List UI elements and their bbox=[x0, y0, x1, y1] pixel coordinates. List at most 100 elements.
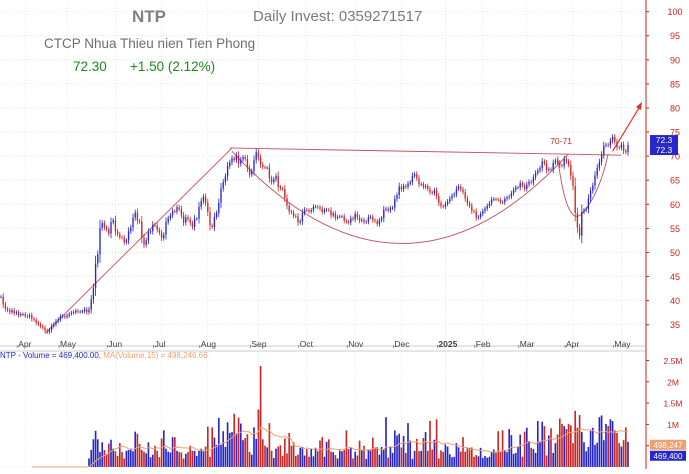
candle-body bbox=[216, 213, 217, 217]
volume-tick-label: 2.5M bbox=[664, 356, 683, 366]
candle-body bbox=[53, 324, 54, 326]
candle-body bbox=[174, 211, 175, 212]
candle-body bbox=[104, 223, 105, 227]
candle-body bbox=[196, 219, 197, 220]
price-tick-label: 95 bbox=[670, 31, 680, 41]
volume-bar bbox=[97, 439, 99, 467]
volume-bar bbox=[420, 451, 422, 467]
volume-bar bbox=[561, 424, 563, 467]
volume-bar bbox=[220, 445, 222, 467]
volume-bar bbox=[106, 454, 108, 467]
candle-body bbox=[227, 166, 228, 176]
volume-bar bbox=[418, 451, 420, 467]
candle-body bbox=[460, 186, 461, 189]
candle-body bbox=[407, 184, 408, 187]
candle-body bbox=[170, 215, 171, 218]
candle-body bbox=[416, 174, 417, 178]
candle-body bbox=[550, 169, 551, 170]
candle-body bbox=[88, 309, 89, 312]
candle-body bbox=[66, 316, 67, 317]
candle-body bbox=[361, 220, 362, 221]
candle-body bbox=[187, 217, 188, 219]
volume-bar bbox=[482, 458, 484, 467]
volume-bar bbox=[524, 432, 526, 467]
volume-bar bbox=[134, 432, 136, 467]
volume-bar bbox=[123, 458, 125, 467]
volume-bar bbox=[176, 451, 178, 467]
candle-body bbox=[425, 186, 426, 187]
candle-body bbox=[181, 209, 182, 215]
volume-bar bbox=[621, 447, 623, 467]
volume-bar bbox=[121, 452, 123, 467]
candle-body bbox=[401, 186, 402, 189]
volume-bar bbox=[132, 451, 134, 467]
volume-bar bbox=[319, 441, 321, 467]
volume-bar bbox=[405, 453, 407, 467]
candle-body bbox=[143, 238, 144, 245]
candle-body bbox=[346, 221, 347, 222]
candle-body bbox=[297, 216, 298, 222]
volume-bar bbox=[282, 456, 284, 467]
candle-body bbox=[300, 221, 301, 222]
candle-body bbox=[359, 217, 360, 220]
candle-body bbox=[306, 210, 307, 211]
volume-bar bbox=[262, 439, 264, 467]
candle-body bbox=[311, 210, 312, 211]
volume-bar bbox=[572, 443, 574, 467]
volume-bar bbox=[359, 441, 361, 467]
volume-bar bbox=[330, 452, 332, 467]
candle-body bbox=[240, 160, 241, 164]
volume-bar bbox=[618, 443, 620, 467]
price-tick-label: 50 bbox=[670, 248, 680, 258]
candle-body bbox=[302, 213, 303, 221]
volume-bar bbox=[436, 419, 438, 467]
volume-bar bbox=[350, 447, 352, 467]
ticker-title: NTP bbox=[132, 7, 166, 26]
candle-body bbox=[603, 146, 604, 155]
candle-body bbox=[207, 203, 208, 212]
candle-body bbox=[82, 311, 83, 312]
candle-body bbox=[544, 161, 545, 163]
candle-body bbox=[542, 161, 543, 168]
candle-body bbox=[150, 231, 151, 232]
volume-bar bbox=[599, 417, 601, 467]
candle-body bbox=[40, 324, 41, 326]
candle-body bbox=[260, 158, 261, 165]
candle-body bbox=[597, 168, 598, 176]
price-tick-label: 90 bbox=[670, 55, 680, 65]
candle-body bbox=[374, 220, 375, 221]
candle-body bbox=[282, 188, 283, 189]
candle-body bbox=[335, 213, 336, 217]
volume-bar bbox=[181, 453, 183, 467]
candle-body bbox=[218, 203, 219, 213]
volume-bar bbox=[495, 452, 497, 467]
volume-bar bbox=[396, 435, 398, 467]
volume-bar bbox=[526, 428, 528, 467]
volume-bar bbox=[533, 449, 535, 467]
candle-body bbox=[108, 229, 109, 233]
candle-body bbox=[366, 222, 367, 223]
volume-bar bbox=[264, 446, 266, 467]
candle-body bbox=[515, 187, 516, 189]
volume-bar bbox=[445, 444, 447, 467]
price-tick-label: 60 bbox=[670, 200, 680, 210]
volume-bar bbox=[559, 418, 561, 467]
volume-bar bbox=[354, 452, 356, 467]
volume-bar bbox=[310, 449, 312, 467]
candle-body bbox=[627, 145, 628, 152]
volume-bar bbox=[429, 421, 431, 467]
candle-body bbox=[231, 158, 232, 162]
volume-bar bbox=[161, 438, 163, 467]
volume-bar bbox=[240, 424, 242, 467]
volume-bar bbox=[486, 458, 488, 467]
candle-body bbox=[403, 186, 404, 189]
candle-body bbox=[267, 168, 268, 169]
volume-bar bbox=[519, 435, 521, 467]
candle-body bbox=[97, 254, 98, 263]
candle-body bbox=[58, 319, 59, 321]
x-tick-label: Apr bbox=[566, 339, 579, 349]
candle-body bbox=[36, 320, 37, 323]
volume-bar bbox=[438, 458, 440, 467]
candle-body bbox=[132, 218, 133, 228]
candle-body bbox=[438, 196, 439, 203]
